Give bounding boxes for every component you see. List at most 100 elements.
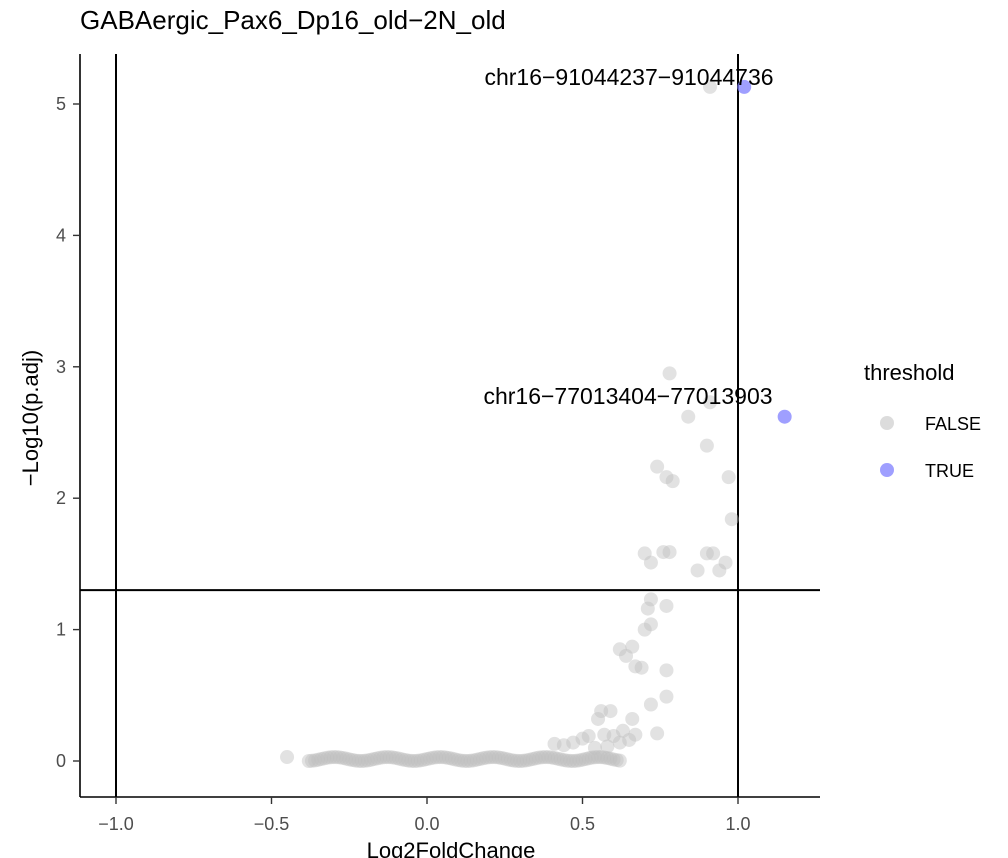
point-false-13 [662, 545, 677, 560]
point-false-35 [591, 711, 606, 726]
point-false-band-58 [482, 750, 497, 765]
point-false-band-100 [612, 753, 627, 768]
point-false-band-77 [541, 750, 556, 765]
point-false-band-17 [354, 753, 369, 768]
point-false-band-44 [438, 750, 453, 765]
point-false-band-85 [566, 753, 581, 768]
x-axis-title: Log2FoldChange [367, 838, 536, 858]
point-false-band-28 [388, 750, 403, 765]
point-false-band-75 [535, 750, 550, 765]
point-false-band-73 [528, 751, 543, 766]
point-false-band-69 [516, 753, 531, 768]
point-false-band-63 [497, 751, 512, 766]
point-false-band-40 [426, 750, 441, 765]
point-false-band-78 [544, 750, 559, 765]
point-false-37 [628, 727, 643, 742]
point-false-26 [619, 648, 634, 663]
point-false-band-14 [345, 753, 360, 768]
point-false-11 [643, 555, 658, 570]
point-false-8 [721, 470, 736, 485]
point-false-band-94 [594, 750, 609, 765]
point-false-band-25 [379, 750, 394, 765]
point-false-3 [703, 395, 718, 410]
point-false-1 [662, 366, 677, 381]
point-false-7 [665, 474, 680, 489]
point-true-1 [777, 409, 792, 424]
point-false-45 [547, 736, 562, 751]
point-false-23 [637, 622, 652, 637]
point-false-band-41 [429, 750, 444, 765]
point-false-20 [640, 601, 655, 616]
point-false-band-3 [311, 752, 326, 767]
point-false-band-62 [494, 751, 509, 766]
point-false-41 [581, 729, 596, 744]
point-false-band-61 [491, 750, 506, 765]
point-false-33 [603, 704, 618, 719]
point-false-band-0 [301, 753, 316, 768]
point-false-31 [643, 697, 658, 712]
point-false-band-57 [479, 750, 494, 765]
point-false-32 [625, 711, 640, 726]
point-false-band-97 [603, 751, 618, 766]
point-false-band-50 [457, 753, 472, 768]
point-false-48 [600, 739, 615, 754]
y-tick-label-3: 3 [56, 357, 66, 377]
series-false-points [280, 79, 739, 768]
point-false-band-89 [578, 751, 593, 766]
point-false-band-84 [563, 753, 578, 768]
point-false-band-11 [336, 750, 351, 765]
x-tick-label-1: −0.5 [254, 814, 290, 834]
point-false-12 [656, 545, 671, 560]
point-false-49 [587, 740, 602, 755]
point-false-band-81 [553, 752, 568, 767]
y-tick-label-4: 4 [56, 225, 66, 245]
point-false-band-22 [370, 751, 385, 766]
point-false-band-52 [463, 753, 478, 768]
point-false-38 [615, 723, 630, 738]
point-false-band-13 [342, 752, 357, 767]
y-tick-label-0: 0 [56, 751, 66, 771]
point-false-22 [643, 617, 658, 632]
point-false-band-27 [385, 750, 400, 765]
point-false-band-90 [581, 751, 596, 766]
point-false-band-30 [395, 752, 410, 767]
point-false-band-9 [329, 750, 344, 765]
legend-label-true: TRUE [925, 461, 974, 481]
point-false-36 [650, 726, 665, 741]
point-false-band-65 [503, 753, 518, 768]
point-false-band-42 [432, 750, 447, 765]
point-false-band-20 [364, 752, 379, 767]
point-false-39 [606, 729, 621, 744]
point-true-0 [737, 79, 752, 94]
point-false-band-66 [507, 753, 522, 768]
annotation-chr16-77013404: chr16−77013404−77013903 [483, 383, 772, 409]
point-false-band-92 [587, 750, 602, 765]
point-false-band-99 [609, 753, 624, 768]
point-false-band-56 [475, 751, 490, 766]
legend-title: threshold [864, 360, 955, 385]
point-false-25 [612, 642, 627, 657]
point-false-band-47 [447, 752, 462, 767]
x-tick-label-4: 1.0 [725, 814, 750, 834]
point-false-band-48 [451, 753, 466, 768]
point-false-43 [566, 735, 581, 750]
point-false-27 [628, 659, 643, 674]
point-false-band-32 [401, 753, 416, 768]
point-false-band-34 [407, 753, 422, 768]
point-false-band-43 [435, 750, 450, 765]
point-false-band-55 [472, 752, 487, 767]
point-false-band-71 [522, 752, 537, 767]
point-false-band-59 [485, 750, 500, 765]
point-false-band-19 [360, 753, 375, 768]
point-false-40 [597, 727, 612, 742]
point-false-band-31 [398, 753, 413, 768]
point-false-band-49 [454, 753, 469, 768]
point-false-24 [625, 639, 640, 654]
point-false-47 [622, 732, 637, 747]
point-false-44 [556, 738, 571, 753]
point-false-band-91 [584, 750, 599, 765]
point-false-28 [634, 660, 649, 675]
point-false-band-93 [591, 750, 606, 765]
point-false-band-95 [597, 750, 612, 765]
